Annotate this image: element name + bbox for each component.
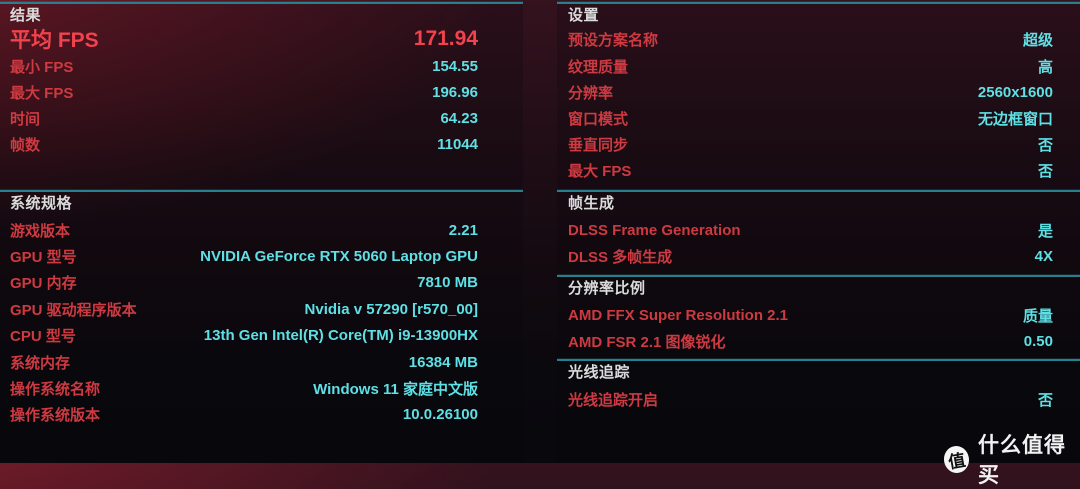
stat-row: GPU 驱动程序版本 Nvidia v 57290 [r570_00]: [0, 296, 523, 322]
stat-row: AMD FSR 2.1 图像锐化 0.50: [557, 328, 1080, 354]
stat-row: 纹理质量 高: [557, 53, 1080, 79]
section-rows: DLSS Frame Generation 是 DLSS 多帧生成 4X: [557, 217, 1080, 270]
stat-value: Nvidia v 57290 [r570_00]: [304, 300, 478, 318]
stat-row: 游戏版本 2.21: [0, 217, 523, 243]
stat-value: 196.96: [432, 83, 478, 101]
stat-value: 质量: [1022, 307, 1053, 325]
stat-value: 无边框窗口: [977, 110, 1053, 128]
section-title-specs: 系统规格: [10, 195, 73, 212]
stat-value: 2560x1600: [977, 83, 1053, 101]
results-panel: 结果平均 FPS 171.94 最小 FPS 154.55 最大 FPS 196.96 时间…: [0, 2, 523, 463]
stat-value: 2.21: [448, 221, 478, 239]
stat-row: 窗口模式 无边框窗口: [557, 105, 1080, 131]
stat-label: DLSS 多帧生成: [568, 249, 673, 267]
section-rows: 游戏版本 2.21 GPU 型号 NVIDIA GeForce RTX 5060 La…: [0, 217, 523, 428]
smzdm-logo-icon: 值: [941, 443, 972, 475]
section-rows: 平均 FPS 171.94 最小 FPS 154.55 最大 FPS 196.96 时间 64…: [0, 25, 523, 157]
stat-row: 光线追踪开启 否: [557, 386, 1080, 412]
stat-row: 操作系统版本 10.0.26100: [0, 402, 523, 428]
section-framegen: 帧生成 DLSS Frame Generation 是 DLSS 多帧生成 4X: [557, 190, 1080, 275]
section-title-results: 结果: [10, 7, 42, 24]
stat-label: GPU 型号: [10, 249, 77, 267]
stat-label: AMD FSR 2.1 图像锐化: [568, 334, 726, 352]
stat-row: AMD FFX Super Resolution 2.1 质量: [557, 302, 1080, 328]
stat-value: 64.23: [440, 109, 478, 127]
stat-value: Windows 11 家庭中文版: [313, 381, 478, 399]
section-rows: 预设方案名称 超级 纹理质量高分辨率 2560x1600 窗口模式 无边框窗口 垂直同步否最…: [557, 25, 1080, 183]
stat-value: 超级: [1022, 31, 1053, 49]
stat-label: 窗口模式: [568, 110, 629, 128]
stat-row: 时间 64.23: [0, 105, 523, 131]
section-title-resscale: 分辨率比例: [568, 280, 646, 297]
stat-row: DLSS 多帧生成 4X: [557, 243, 1080, 269]
section-rows: 光线追踪开启 否: [557, 386, 1080, 412]
stat-value: 是: [1037, 222, 1053, 240]
stat-value: 高: [1037, 58, 1053, 76]
stat-label: 操作系统版本: [10, 407, 101, 425]
stat-label: 平均 FPS: [10, 29, 99, 52]
stat-label: 预设方案名称: [568, 31, 659, 49]
section-resscale: 分辨率比例 AMD FFX Super Resolution 2.1 质量 AMD F…: [557, 275, 1080, 359]
stat-value: NVIDIA GeForce RTX 5060 Laptop GPU: [200, 248, 478, 266]
stat-row: 垂直同步 否: [557, 131, 1080, 157]
stat-label: 操作系统名称: [10, 381, 101, 399]
section-raytracing: 光线追踪光线追踪开启 否: [557, 359, 1080, 463]
stat-value: 7810 MB: [417, 274, 478, 292]
stat-row: 分辨率 2560x1600: [557, 79, 1080, 105]
section-specs: 系统规格游戏版本 2.21 GPU 型号 NVIDIA GeForce RTX 506…: [0, 190, 523, 463]
section-rows: AMD FFX Super Resolution 2.1 质量 AMD FSR 2.…: [557, 302, 1080, 355]
stat-value: 否: [1037, 162, 1053, 180]
stat-value: 16384 MB: [408, 353, 478, 371]
stat-label: 时间: [10, 110, 41, 128]
stat-row: 最大 FPS 否: [557, 157, 1080, 183]
stat-row: 最大 FPS 196.96: [0, 79, 523, 105]
stat-value: 13th Gen Intel(R) Core(TM) i9-13900HX: [203, 327, 478, 345]
stat-value: 否: [1037, 136, 1053, 154]
stat-label: GPU 内存: [10, 275, 77, 293]
stat-label: 分辨率: [568, 84, 614, 102]
stat-value: 0.50: [1023, 333, 1053, 351]
stat-row: 帧数 11044: [0, 131, 523, 157]
stat-label: 最大 FPS: [568, 162, 632, 180]
stat-row: 最小 FPS 154.55: [0, 53, 523, 79]
stat-label: 垂直同步: [568, 136, 629, 154]
section-settings: 设置预设方案名称 超级纹理质量 高分辨率 2560x1600 窗口模式 无边框窗口垂直同步…: [557, 2, 1080, 190]
stat-label: 纹理质量: [568, 58, 629, 76]
stat-value: 4X: [1034, 248, 1053, 266]
section-title-raytracing: 光线追踪: [568, 364, 631, 381]
smzdm-watermark-text: 什么值得买: [978, 434, 1067, 487]
stat-label: 光线追踪开启: [568, 391, 659, 409]
stat-label: 最小 FPS: [10, 58, 74, 76]
settings-panel: 设置预设方案名称 超级纹理质量 高分辨率 2560x1600 窗口模式 无边框窗口垂直同步…: [557, 2, 1080, 463]
stat-row: 预设方案名称 超级: [557, 25, 1080, 53]
stat-label: DLSS Frame Generation: [568, 221, 741, 239]
stat-label: 帧数: [10, 136, 41, 154]
stat-row: GPU 型号 NVIDIA GeForce RTX 5060 Laptop GPU: [0, 243, 523, 269]
stat-row: 平均 FPS 171.94: [0, 25, 523, 53]
stat-label: AMD FFX Super Resolution 2.1: [568, 306, 789, 324]
stat-value: 否: [1037, 391, 1053, 409]
section-title-settings: 设置: [568, 7, 600, 24]
stat-label: 最大 FPS: [10, 84, 74, 102]
stat-value: 154.55: [432, 57, 478, 75]
stat-label: CPU 型号: [10, 328, 76, 346]
stat-row: 操作系统名称 Windows 11 家庭中文版: [0, 375, 523, 401]
benchmark-results-screen: 结果平均 FPS 171.94 最小 FPS 154.55 最大 FPS 196.96 时间…: [0, 2, 1080, 463]
stat-row: GPU 内存 7810 MB: [0, 270, 523, 296]
stat-label: GPU 驱动程序版本: [10, 301, 137, 319]
stat-value: 10.0.26100: [402, 406, 478, 424]
stat-row: DLSS Frame Generation 是: [557, 217, 1080, 243]
stat-label: 系统内存: [10, 354, 71, 372]
stat-row: 系统内存 16384 MB: [0, 349, 523, 375]
stat-row: CPU 型号 13th Gen Intel(R) Core(TM) i9-1390…: [0, 323, 523, 349]
section-title-framegen: 帧生成: [568, 195, 615, 212]
stat-value: 171.94: [413, 27, 478, 50]
stat-value: 11044: [437, 135, 478, 153]
stat-label: 游戏版本: [10, 222, 71, 240]
smzdm-watermark: 值 什么值得买: [941, 429, 1080, 489]
section-results: 结果平均 FPS 171.94 最小 FPS 154.55 最大 FPS 196.96 时间…: [0, 2, 523, 190]
